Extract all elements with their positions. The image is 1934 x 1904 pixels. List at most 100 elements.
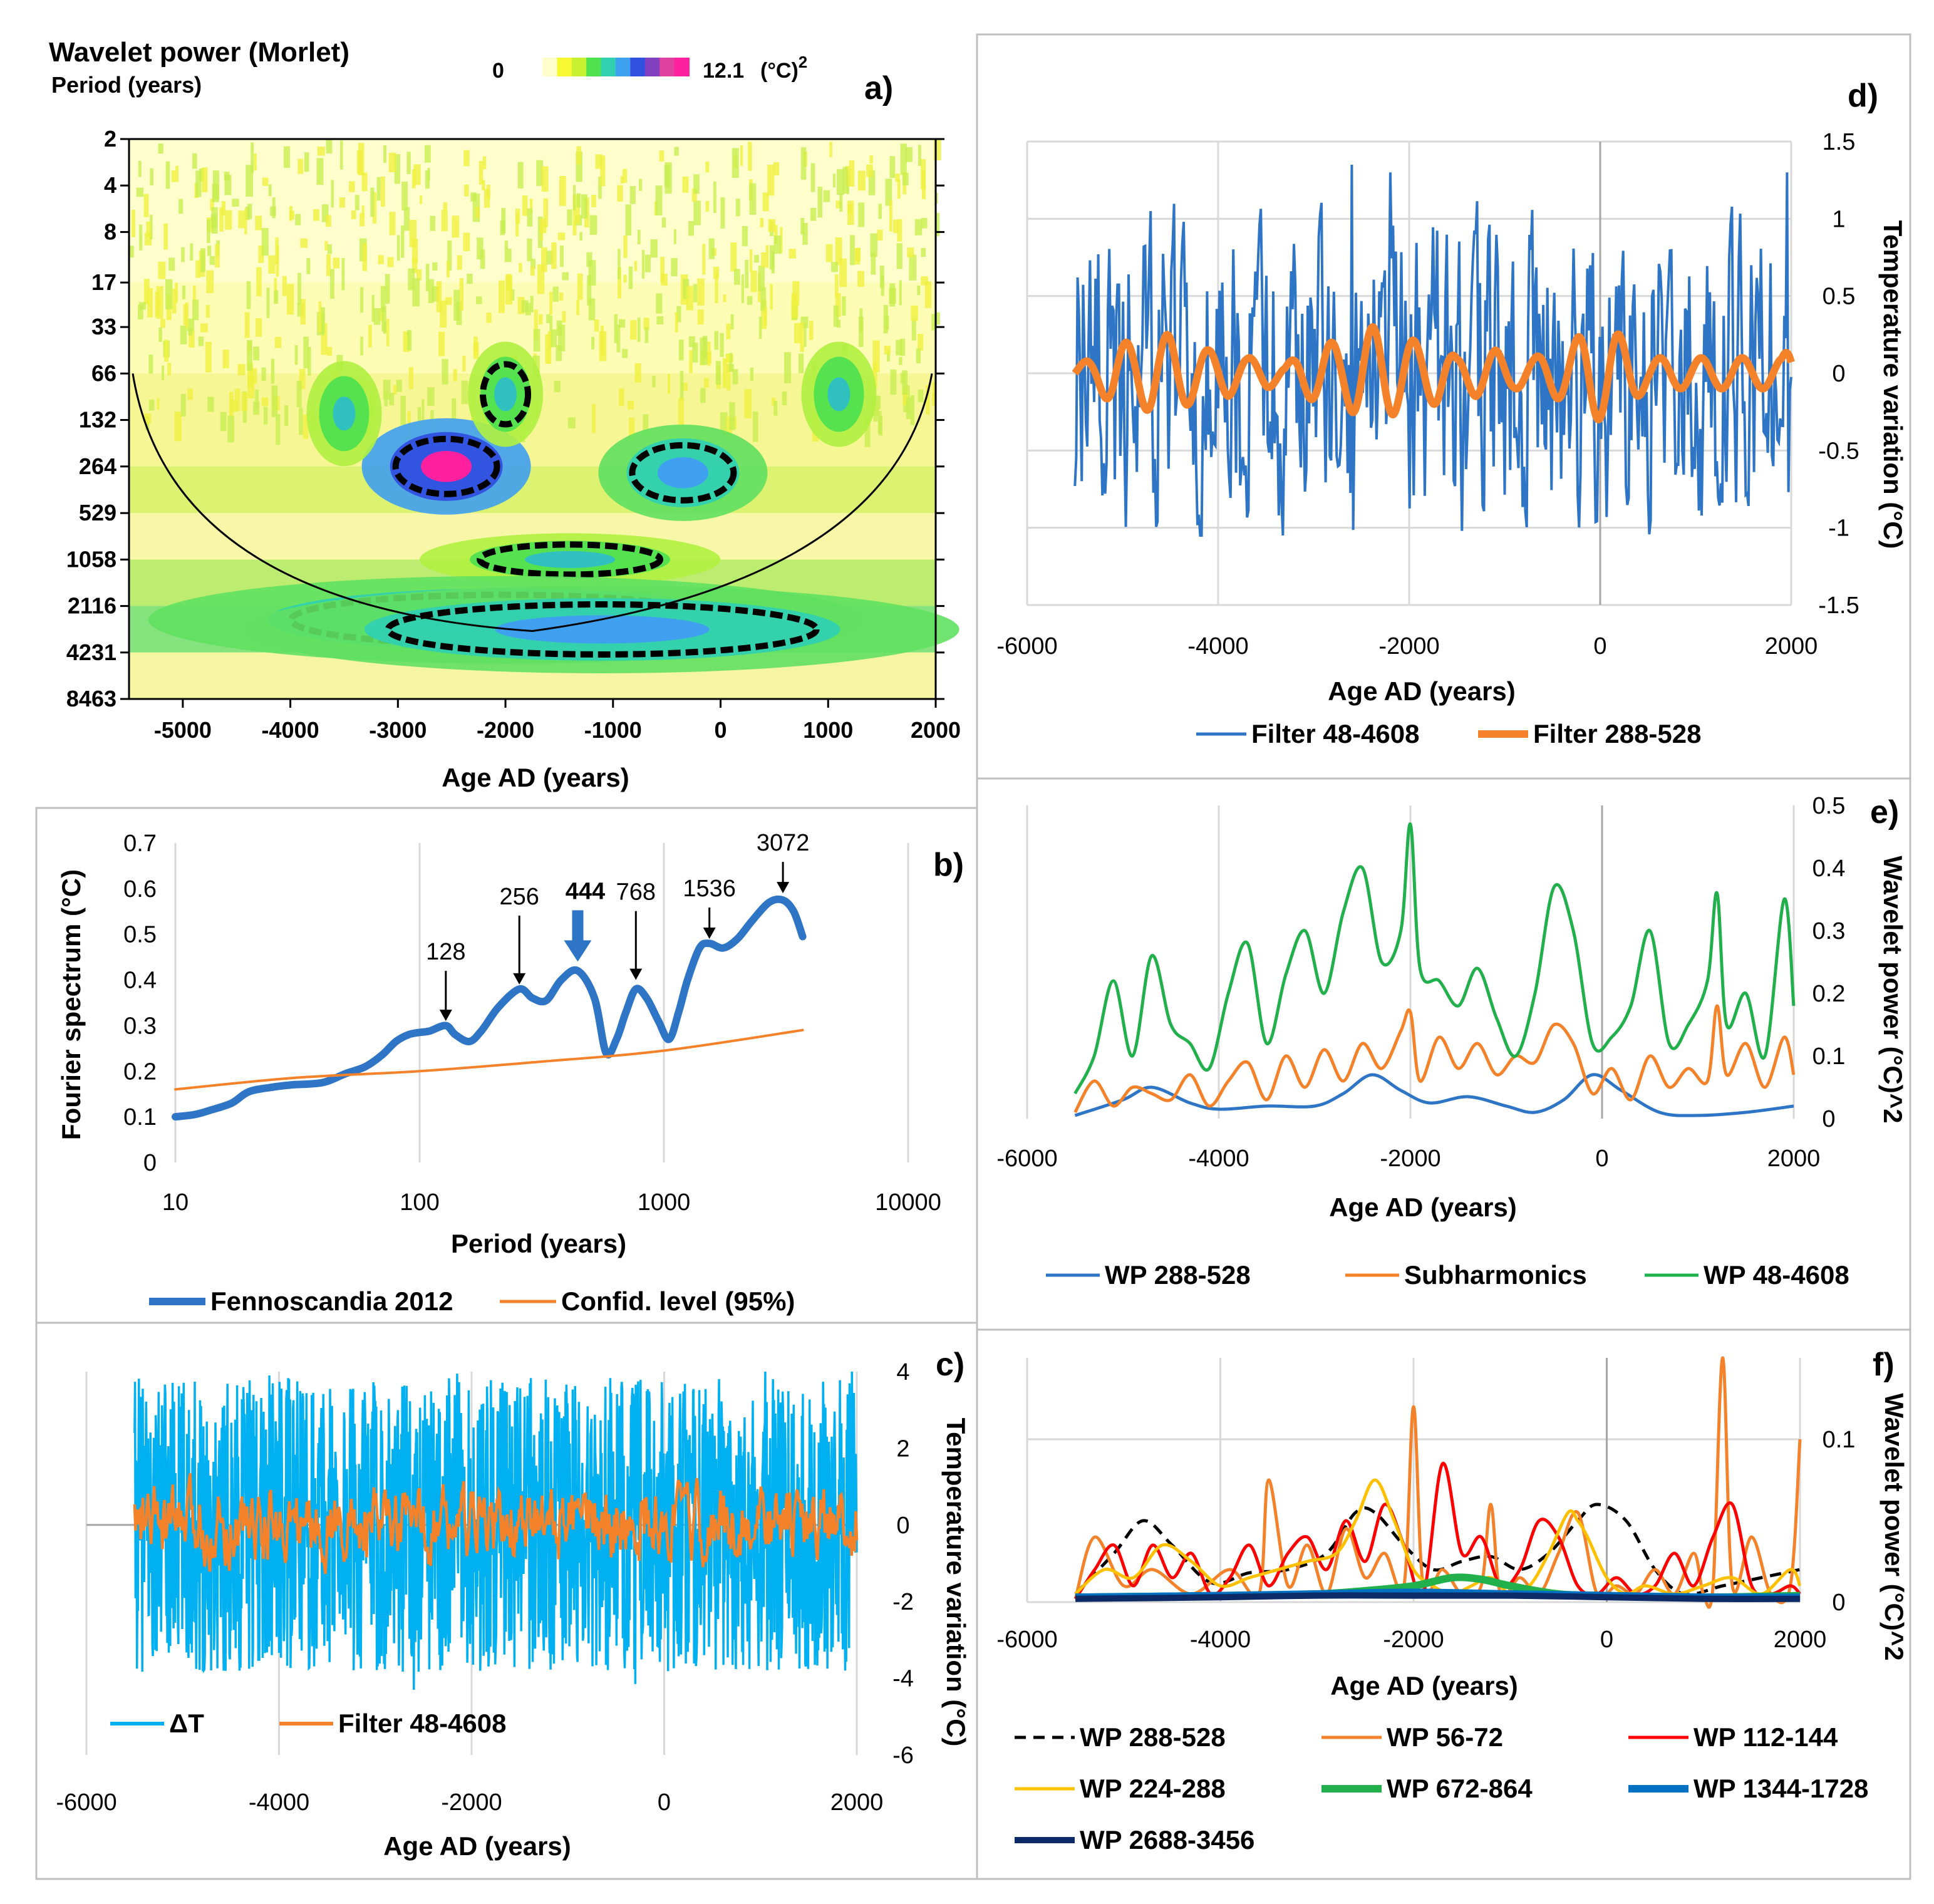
wavelet-speckle [595, 154, 602, 169]
wavelet-speckle [164, 339, 169, 362]
wavelet-speckle [706, 351, 711, 364]
wavelet-speckle [274, 336, 282, 348]
panel-b-annotations: 128 256 444 768 1536 3072 [426, 830, 809, 1022]
wavelet-speckle [572, 194, 580, 224]
wavelet-speckle [643, 414, 649, 436]
wavelet-speckle [887, 349, 890, 362]
wavelet-speckle [697, 278, 705, 306]
wavelet-speckle [148, 400, 155, 411]
ytick-label: 4231 [66, 639, 116, 665]
wavelet-speckle [383, 380, 391, 400]
wavelet-speckle [935, 212, 940, 236]
colorbar-unit: (°C)2 [760, 53, 807, 83]
wavelet-speckle [921, 276, 928, 286]
wavelet-speckle [282, 276, 287, 296]
wavelet-speckle [396, 380, 402, 392]
wavelet-speckle [782, 391, 787, 406]
wavelet-speckle [932, 381, 936, 400]
wavelet-speckle [780, 227, 783, 254]
wavelet-speckle [339, 197, 346, 208]
wavelet-speckle [171, 170, 176, 182]
wavelet-speckle [527, 208, 533, 227]
wavelet-speckle [360, 287, 364, 313]
wavelet-speckle [741, 274, 744, 304]
wavelet-speckle [693, 174, 700, 194]
wavelet-speckle [688, 336, 695, 348]
wavelet-speckle [452, 398, 457, 423]
xtick-label: -2000 [441, 1789, 502, 1816]
panel-a-title: Wavelet power (Morlet) [49, 37, 349, 68]
wavelet-speckle [600, 155, 606, 187]
wavelet-speckle [527, 238, 532, 262]
wavelet-speckle [486, 185, 490, 199]
wavelet-speckle [150, 214, 153, 240]
wavelet-speckle [671, 257, 678, 277]
panel-f-series [1073, 1356, 1802, 1609]
annotation-label-256: 256 [500, 884, 539, 910]
wavelet-speckle [934, 139, 941, 161]
wavelet-speckle [831, 262, 839, 272]
wavelet-speckle [546, 251, 554, 265]
wavelet-speckle [165, 161, 170, 189]
wavelet-speckle [730, 314, 734, 330]
wavelet-speckle [246, 165, 254, 197]
panel-e-grid [1026, 805, 1795, 1119]
wavelet-speckle [147, 288, 153, 318]
wavelet-speckle [351, 210, 356, 219]
wavelet-speckle [673, 229, 676, 244]
wavelet-speckle [557, 232, 566, 241]
wavelet-speckle [810, 163, 815, 192]
wavelet-speckle [644, 254, 651, 272]
wavelet-speckle [232, 199, 239, 207]
wavelet-speckle [551, 242, 557, 269]
wavelet-speckle [378, 255, 384, 264]
wavelet-speckle [442, 359, 448, 385]
wavelet-speckle [619, 319, 626, 328]
wavelet-speckle [304, 152, 309, 172]
wavelet-speckle [726, 323, 731, 339]
wavelet-speckle [601, 325, 604, 356]
wavelet-speckle [655, 185, 663, 215]
legend-label-filter-48-4608: Filter 48-4608 [338, 1709, 507, 1738]
panel-b-yticks: 0 0.1 0.2 0.3 0.4 0.5 0.6 0.7 [123, 830, 157, 1176]
legend-label-fennoscandia-2012: Fennoscandia 2012 [210, 1286, 453, 1316]
wavelet-speckle [902, 387, 908, 406]
wavelet-speckle [253, 346, 260, 361]
wavelet-speckle [383, 145, 386, 163]
wavelet-speckle [157, 398, 160, 410]
wavelet-speckle [629, 417, 635, 441]
wavelet-speckle [800, 217, 805, 235]
wavelet-speckle [869, 155, 873, 164]
series-filter-288-528 [1072, 323, 1795, 423]
wavelet-speckle [809, 321, 814, 340]
wavelet-speckle [680, 371, 684, 401]
annotation-arrow-head [777, 882, 790, 894]
wavelet-speckle [300, 238, 308, 248]
wavelet-speckle [428, 279, 434, 303]
colorbar-segment [571, 58, 587, 76]
annotation-arrow-head [513, 973, 526, 985]
wavelet-speckle [246, 281, 251, 309]
wavelet-speckle [207, 396, 214, 412]
wavelet-speckle [692, 343, 698, 363]
wavelet-speckle [749, 183, 757, 215]
panel-e-wavelet-power: 00.10.20.30.40.5 -6000 -4000 -2000 0 2000 e)… [996, 793, 1908, 1290]
wavelet-speckle [703, 378, 709, 388]
wavelet-speckle [598, 177, 602, 199]
wavelet-speckle [664, 162, 672, 194]
xtick-label: -1000 [584, 717, 642, 743]
wavelet-speckle [839, 193, 843, 212]
wavelet-speckle [591, 404, 596, 433]
wavelet-speckle [393, 385, 397, 395]
xtick-label: 10 [162, 1189, 189, 1216]
wavelet-speckle [464, 184, 469, 197]
panel-d-legend: Filter 48-4608 Filter 288-528 [1196, 719, 1702, 748]
wavelet-speckle [308, 347, 311, 376]
xtick-label: 2000 [1765, 633, 1818, 660]
wavelet-speckle [576, 146, 581, 165]
wavelet-speckle [758, 316, 762, 339]
wavelet-speckle [261, 397, 269, 406]
ytick-label: 0 [896, 1513, 909, 1539]
wavelet-speckle [207, 246, 212, 256]
